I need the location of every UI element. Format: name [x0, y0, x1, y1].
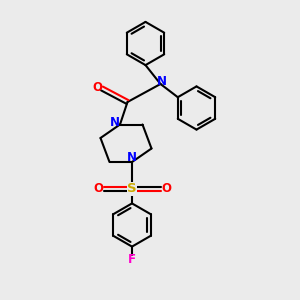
- Text: O: O: [161, 182, 171, 196]
- Text: N: N: [127, 151, 137, 164]
- Text: O: O: [93, 182, 103, 196]
- Text: F: F: [128, 253, 136, 266]
- Text: N: N: [110, 116, 120, 129]
- Text: S: S: [127, 182, 137, 196]
- Text: N: N: [157, 75, 167, 88]
- Text: O: O: [92, 81, 102, 94]
